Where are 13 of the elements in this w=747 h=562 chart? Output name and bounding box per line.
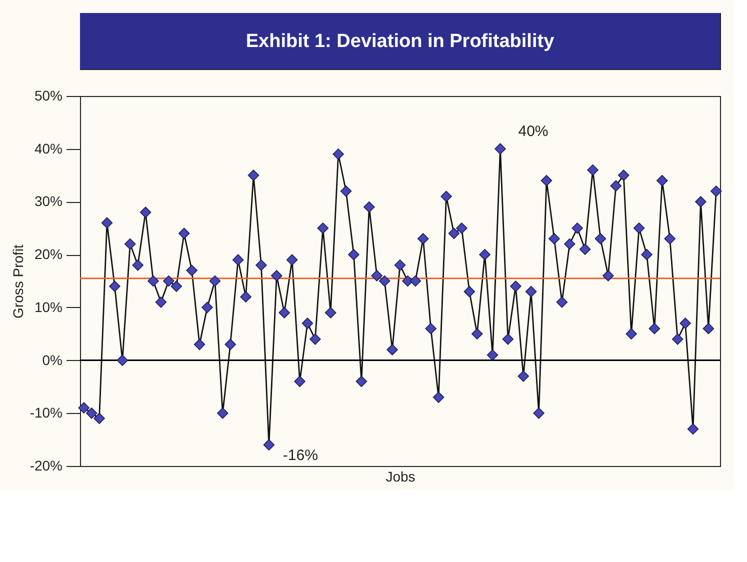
y-tick-label: 0%: [42, 352, 62, 368]
x-axis-title: Jobs: [386, 468, 416, 484]
y-tick-label: 10%: [34, 298, 62, 315]
chart-title: Exhibit 1: Deviation in Profitability: [246, 31, 555, 52]
y-tick-label: -10%: [30, 404, 62, 421]
annotation: -16%: [282, 446, 318, 464]
y-tick-label: -20%: [30, 458, 62, 474]
annotation: 40%: [518, 122, 548, 140]
y-tick-label: 30%: [34, 193, 62, 210]
y-tick-label: 50%: [34, 88, 62, 104]
y-tick-label: 20%: [34, 246, 62, 262]
y-tick-label: 40%: [34, 140, 62, 156]
y-axis-title: Gross Profit: [10, 244, 26, 318]
